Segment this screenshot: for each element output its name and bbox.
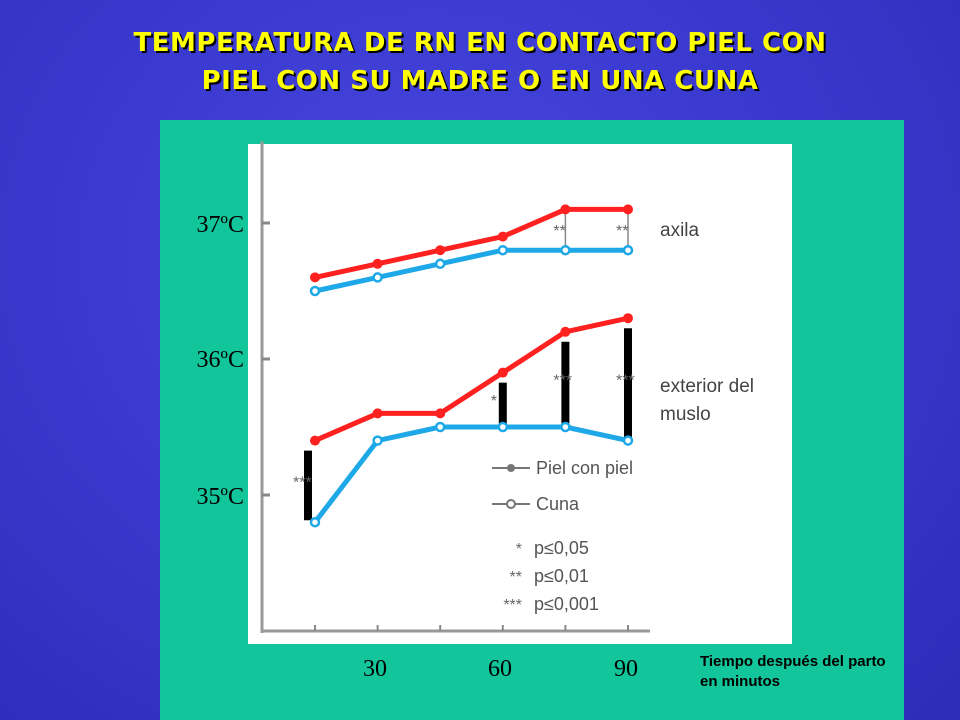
significance-key-symbol: * [516,541,522,558]
group-label-axila: axila [660,220,700,241]
data-point-cuna [560,421,571,433]
data-point-cuna [434,258,446,270]
series-line-cuna [313,424,629,524]
data-point-cuna [309,285,321,297]
data-point-cuna [622,435,634,446]
x-tick-label: 30 [363,656,387,682]
significance-key-text: p≤0,001 [534,594,599,614]
significance-key-text: p≤0,01 [534,566,589,586]
slide-title: TEMPERATURA DE RN EN CONTACTO PIEL CON P… [40,24,920,100]
data-point-piel-con-piel [560,326,571,337]
data-point-piel-con-piel [435,245,446,256]
significance-label: *** [553,372,572,389]
y-tick-label: 35ºC [196,484,244,510]
significance-key-text: p≤0,05 [534,538,589,558]
data-point-cuna [497,244,509,256]
significance-label: * [491,393,497,410]
data-point-piel-con-piel [372,258,383,269]
significance-label: *** [616,372,635,389]
y-tick-label: 36ºC [196,347,244,373]
data-point-cuna [622,244,634,256]
data-point-cuna [372,435,383,446]
data-point-piel-con-piel [310,435,320,446]
title-line-1: TEMPERATURA DE RN EN CONTACTO PIEL CON [133,28,827,58]
data-point-piel-con-piel [310,272,320,283]
data-point-piel-con-piel [372,408,383,419]
data-point-cuna [434,421,446,433]
series-line-piel-con-piel [314,315,629,443]
data-point-cuna [372,272,383,283]
legend-label: Piel con piel [536,458,633,478]
title-line-2: PIEL CON SU MADRE O EN UNA CUNA [201,66,759,96]
significance-key-symbol: *** [503,597,522,614]
legend-marker [507,464,515,472]
data-point-piel-con-piel [497,367,508,378]
series-line-piel-con-piel [314,206,628,280]
significance-label: ** [616,223,628,240]
data-point-piel-con-piel [497,231,508,242]
y-tick-label: 37ºC [196,212,244,238]
data-point-piel-con-piel [560,204,571,215]
series-line-cuna [314,247,628,294]
x-tick-label: 60 [488,656,512,682]
significance-key-symbol: ** [510,569,522,586]
x-tick-label: 90 [614,656,638,682]
significance-label: ** [553,223,565,240]
data-point-piel-con-piel [435,408,446,419]
legend-label: Cuna [536,494,580,514]
data-point-cuna [497,421,509,433]
group-label-muslo: exterior del [660,376,754,397]
legend-marker [506,499,516,509]
data-point-cuna [309,516,321,528]
group-label-muslo: muslo [660,404,711,425]
data-point-cuna [560,244,571,256]
significance-label: *** [293,474,312,491]
data-point-piel-con-piel [623,204,633,215]
x-axis-title: Tiempo después del parto en minutos [700,653,886,690]
data-point-piel-con-piel [623,313,633,324]
